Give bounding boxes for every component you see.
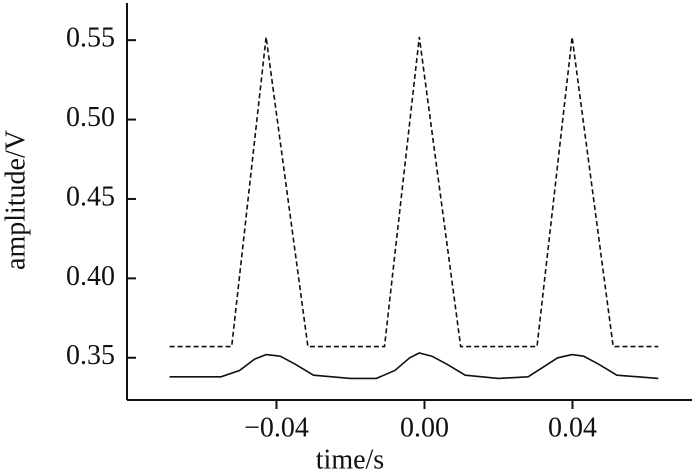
series-line xyxy=(169,352,659,380)
y-tick-label: 0.40 xyxy=(66,261,115,292)
y-axis-label: amplitude/V xyxy=(0,130,31,270)
x-tick-label: 0.00 xyxy=(400,412,449,443)
y-tick-label: 0.45 xyxy=(66,181,115,212)
y-tick-label: 0.55 xyxy=(66,23,115,54)
x-axis-label: time/s xyxy=(316,444,384,475)
y-tick-label: 0.35 xyxy=(66,340,115,371)
y-tick-label: 0.50 xyxy=(66,102,115,133)
series-line xyxy=(169,36,659,348)
x-tick-label: −0.04 xyxy=(244,412,309,443)
x-tick-label: 0.04 xyxy=(548,412,597,443)
